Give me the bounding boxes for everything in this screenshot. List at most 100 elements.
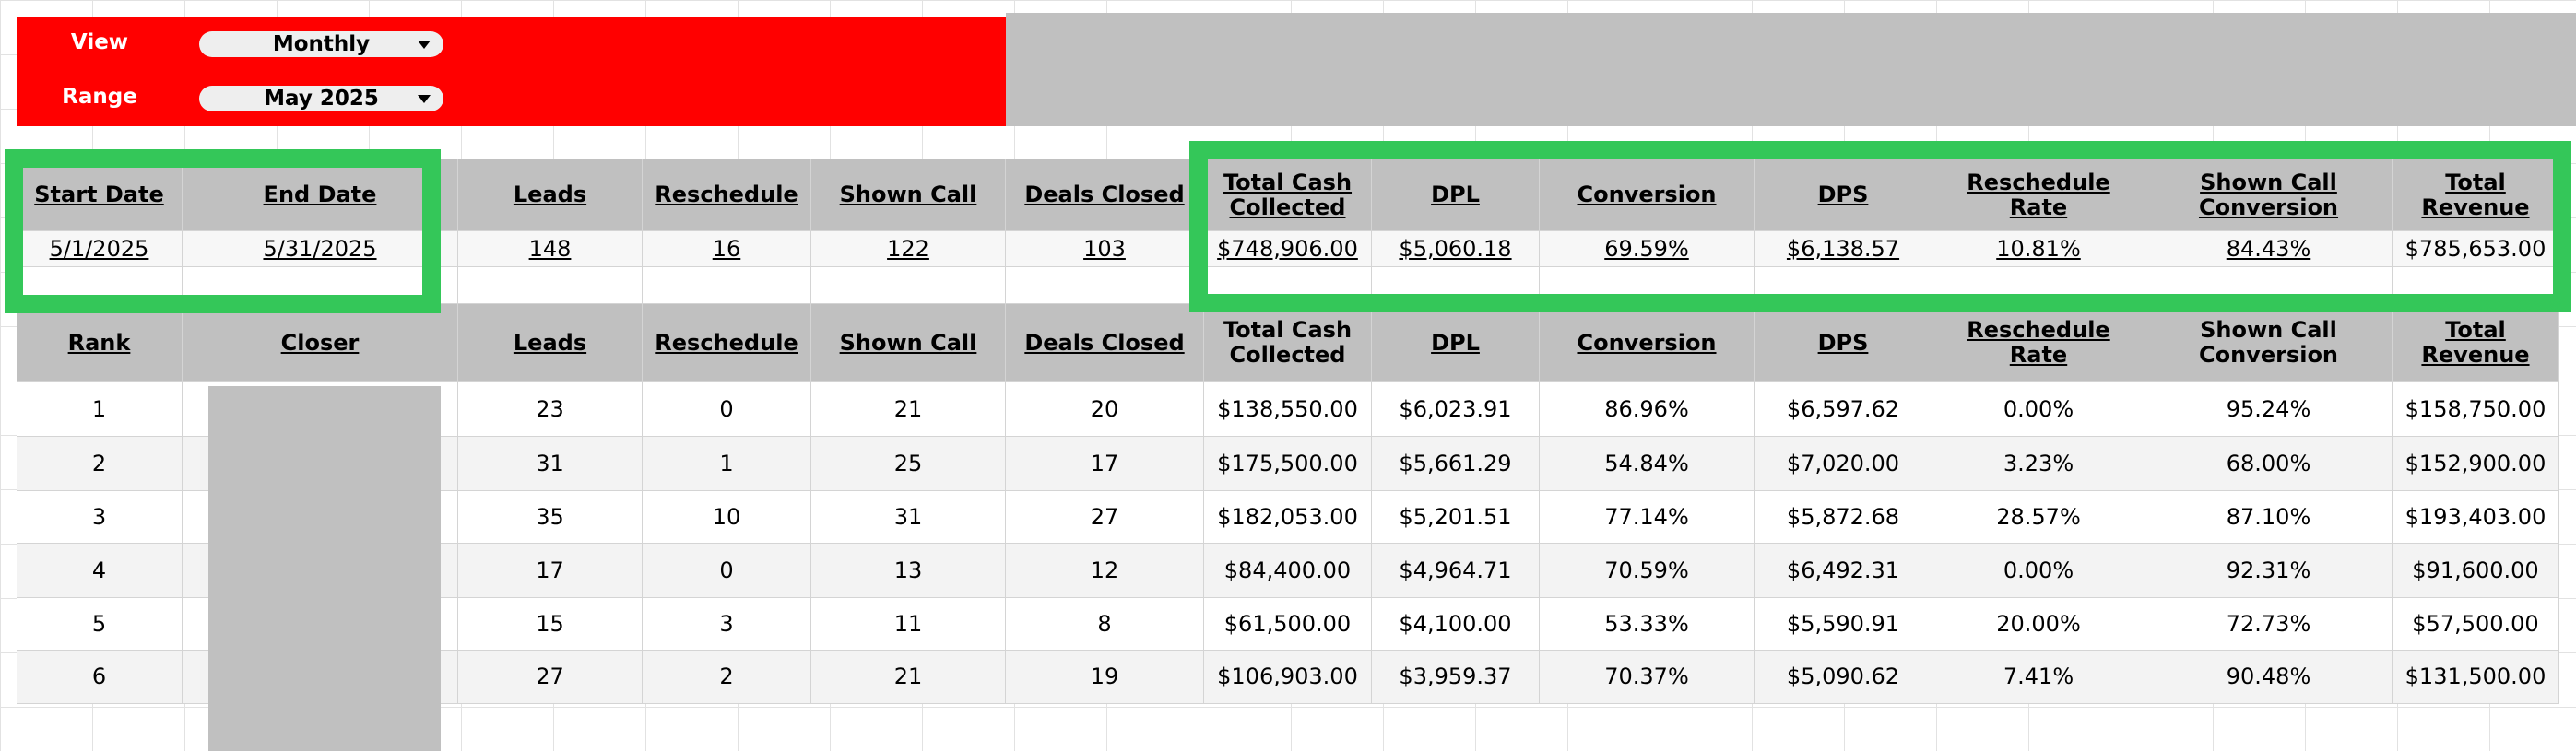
table-cell: 7.41%	[1932, 651, 2145, 704]
table-cell: $61,500.00	[1204, 598, 1372, 651]
empty-cell	[811, 267, 1006, 304]
table-cell: 3	[643, 598, 811, 651]
table-cell: 0	[643, 382, 811, 437]
summary-value: 103	[1006, 231, 1204, 267]
summary-header: Deals Closed	[1006, 159, 1204, 231]
summary-header: End Date	[183, 159, 458, 231]
summary-value: 122	[811, 231, 1006, 267]
table-cell: 27	[458, 651, 643, 704]
table-cell: 92.31%	[2145, 544, 2393, 598]
table-header: DPS	[1755, 304, 1932, 382]
table-cell: 3	[17, 491, 183, 544]
table-cell: $5,872.68	[1755, 491, 1932, 544]
summary-header: Start Date	[17, 159, 183, 231]
table-cell: $175,500.00	[1204, 437, 1372, 491]
table-cell: $7,020.00	[1755, 437, 1932, 491]
table-cell: 12	[1006, 544, 1204, 598]
summary-value: $785,653.00	[2393, 231, 2559, 267]
table-header: Deals Closed	[1006, 304, 1204, 382]
summary-value: $748,906.00	[1204, 231, 1372, 267]
table-header: Closer	[183, 304, 458, 382]
summary-header: Reschedule Rate	[1932, 159, 2145, 231]
table-cell: 3.23%	[1932, 437, 2145, 491]
table-cell: 5	[17, 598, 183, 651]
table-cell: 4	[17, 544, 183, 598]
table-cell: 86.96%	[1540, 382, 1755, 437]
table-header: Rank	[17, 304, 183, 382]
table-cell: 2	[17, 437, 183, 491]
control-panel	[17, 17, 1006, 126]
view-dropdown[interactable]: Monthly	[199, 31, 443, 57]
table-cell: $3,959.37	[1372, 651, 1540, 704]
summary-value: 10.81%	[1932, 231, 2145, 267]
table-cell: 20.00%	[1932, 598, 2145, 651]
table-cell: $5,661.29	[1372, 437, 1540, 491]
table-cell: 21	[811, 651, 1006, 704]
table-cell: $106,903.00	[1204, 651, 1372, 704]
table-cell: 0.00%	[1932, 544, 2145, 598]
table-cell: 20	[1006, 382, 1204, 437]
table-cell: $6,597.62	[1755, 382, 1932, 437]
summary-header: DPL	[1372, 159, 1540, 231]
table-cell: $6,492.31	[1755, 544, 1932, 598]
table-cell: 72.73%	[2145, 598, 2393, 651]
table-cell: 0	[643, 544, 811, 598]
table-cell: 0.00%	[1932, 382, 2145, 437]
summary-value: 69.59%	[1540, 231, 1755, 267]
summary-header: DPS	[1755, 159, 1932, 231]
table-cell: 90.48%	[2145, 651, 2393, 704]
table-cell: 13	[811, 544, 1006, 598]
table-cell: 28.57%	[1932, 491, 2145, 544]
table-cell: $182,053.00	[1204, 491, 1372, 544]
table-cell: 1	[643, 437, 811, 491]
table-cell: 54.84%	[1540, 437, 1755, 491]
table-cell: $193,403.00	[2393, 491, 2559, 544]
summary-header: Shown Call	[811, 159, 1006, 231]
summary-header: Leads	[458, 159, 643, 231]
table-cell: 77.14%	[1540, 491, 1755, 544]
range-label: Range	[62, 85, 137, 109]
summary-header: Shown Call Conversion	[2145, 159, 2393, 231]
table-header: Leads	[458, 304, 643, 382]
summary-header: Conversion	[1540, 159, 1755, 231]
gray-panel	[1006, 13, 2576, 126]
highlight-box	[5, 149, 441, 313]
table-cell: $5,201.51	[1372, 491, 1540, 544]
empty-cell	[1006, 267, 1204, 304]
highlight-box	[1189, 141, 2571, 312]
table-cell: 2	[643, 651, 811, 704]
table-cell: 17	[458, 544, 643, 598]
table-header: Shown Call Conversion	[2145, 304, 2393, 382]
summary-header: Total Cash Collected	[1204, 159, 1372, 231]
table-cell: 15	[458, 598, 643, 651]
table-cell: $4,100.00	[1372, 598, 1540, 651]
table-cell: 23	[458, 382, 643, 437]
summary-value: 5/1/2025	[17, 231, 183, 267]
range-dropdown[interactable]: May 2025	[199, 86, 443, 111]
table-cell: 17	[1006, 437, 1204, 491]
table-header: Reschedule	[643, 304, 811, 382]
table-cell: 70.59%	[1540, 544, 1755, 598]
table-cell: $6,023.91	[1372, 382, 1540, 437]
table-header: Shown Call	[811, 304, 1006, 382]
table-header: DPL	[1372, 304, 1540, 382]
empty-cell	[643, 267, 811, 304]
table-cell: 1	[17, 382, 183, 437]
summary-value: $5,060.18	[1372, 231, 1540, 267]
empty-cell	[458, 267, 643, 304]
table-cell: 27	[1006, 491, 1204, 544]
table-cell: 8	[1006, 598, 1204, 651]
table-cell: $4,964.71	[1372, 544, 1540, 598]
summary-value: 16	[643, 231, 811, 267]
table-cell: $84,400.00	[1204, 544, 1372, 598]
table-header: Total Revenue	[2393, 304, 2559, 382]
table-cell: 31	[458, 437, 643, 491]
summary-value: 148	[458, 231, 643, 267]
view-label: View	[70, 30, 129, 54]
summary-value: $6,138.57	[1755, 231, 1932, 267]
table-cell: 25	[811, 437, 1006, 491]
summary-value: 5/31/2025	[183, 231, 458, 267]
table-cell: 10	[643, 491, 811, 544]
